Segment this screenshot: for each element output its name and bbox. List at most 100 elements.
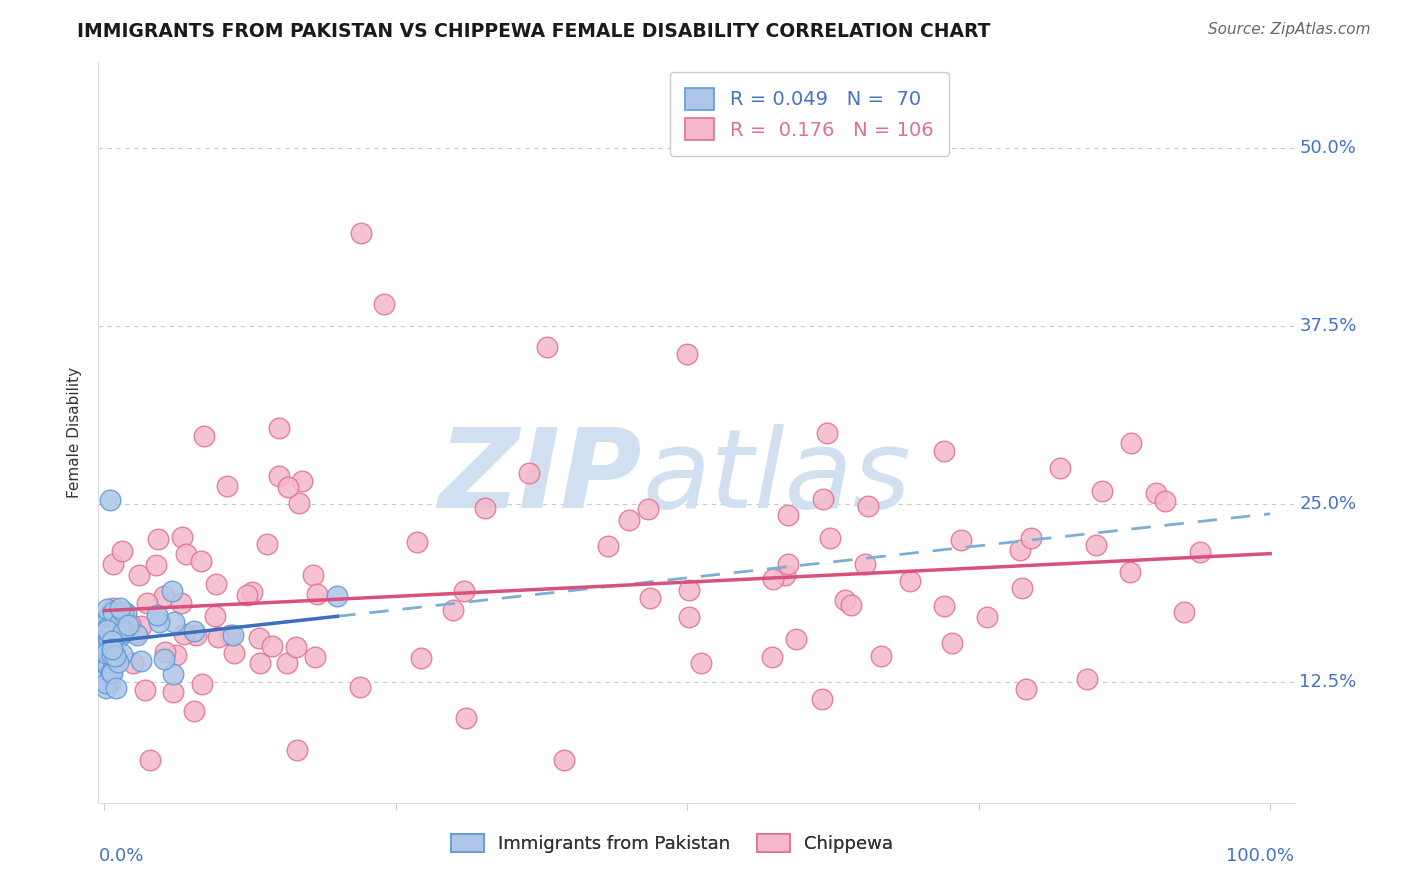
Point xyxy=(285,742,308,756)
Point xyxy=(941,636,963,650)
Point xyxy=(121,656,143,670)
Point xyxy=(128,567,150,582)
Point xyxy=(112,605,135,619)
Point xyxy=(811,492,834,507)
Point xyxy=(160,583,183,598)
Point xyxy=(117,617,139,632)
Point xyxy=(97,640,120,654)
Point xyxy=(97,654,120,668)
Point xyxy=(301,568,323,582)
Point xyxy=(146,532,169,546)
Point xyxy=(207,630,229,644)
Point xyxy=(898,574,921,589)
Point xyxy=(96,602,118,616)
Point xyxy=(1049,461,1071,475)
Point xyxy=(115,607,138,621)
Point xyxy=(110,601,132,615)
Point xyxy=(101,601,124,615)
Point xyxy=(101,627,124,641)
Point xyxy=(762,572,785,586)
Point xyxy=(775,568,797,582)
Point xyxy=(101,644,124,658)
Point xyxy=(107,655,129,669)
Point xyxy=(145,607,167,622)
Point xyxy=(174,547,197,561)
Point xyxy=(288,496,311,510)
Point xyxy=(118,616,141,631)
Point xyxy=(350,227,373,241)
Text: 37.5%: 37.5% xyxy=(1299,317,1357,334)
Point xyxy=(815,425,838,440)
Point xyxy=(183,624,205,639)
Point xyxy=(834,593,856,607)
Point xyxy=(785,632,807,647)
Point xyxy=(96,675,118,690)
Point xyxy=(441,603,464,617)
Point xyxy=(349,680,371,694)
Point xyxy=(97,658,120,673)
Point xyxy=(678,610,700,624)
Point xyxy=(456,711,478,725)
Text: 12.5%: 12.5% xyxy=(1299,673,1357,690)
Point xyxy=(1084,538,1107,552)
Point xyxy=(856,499,879,513)
Point xyxy=(841,598,863,612)
Point xyxy=(1119,565,1142,579)
Text: atlas: atlas xyxy=(643,424,911,531)
Point xyxy=(326,590,349,604)
Point xyxy=(97,655,120,669)
Point xyxy=(405,534,427,549)
Point xyxy=(453,583,475,598)
Point xyxy=(111,544,134,558)
Point xyxy=(638,591,661,605)
Point xyxy=(870,648,893,663)
Point xyxy=(97,624,120,639)
Point xyxy=(129,654,152,668)
Point xyxy=(152,590,174,604)
Point xyxy=(204,608,226,623)
Point xyxy=(145,558,167,573)
Point xyxy=(94,637,117,651)
Point xyxy=(277,480,299,494)
Point xyxy=(101,634,124,648)
Point xyxy=(976,610,998,624)
Point xyxy=(950,533,973,548)
Point xyxy=(820,531,842,545)
Point xyxy=(97,632,120,646)
Y-axis label: Female Disability: Female Disability xyxy=(67,367,83,499)
Point xyxy=(107,624,129,639)
Point xyxy=(474,501,496,516)
Point xyxy=(811,691,834,706)
Point xyxy=(97,648,120,662)
Point xyxy=(94,657,117,671)
Point xyxy=(218,627,240,641)
Point xyxy=(934,599,956,613)
Point xyxy=(129,619,152,633)
Point xyxy=(619,513,641,527)
Point xyxy=(124,626,146,640)
Point xyxy=(94,641,117,656)
Point xyxy=(97,608,120,623)
Point xyxy=(553,753,575,767)
Point xyxy=(101,648,124,663)
Point xyxy=(100,666,122,681)
Point xyxy=(96,624,118,638)
Point xyxy=(1091,484,1114,499)
Point xyxy=(1188,544,1211,558)
Point xyxy=(148,615,170,629)
Point xyxy=(1014,682,1036,697)
Point xyxy=(136,596,159,610)
Point xyxy=(517,467,540,481)
Point xyxy=(183,704,205,718)
Point xyxy=(193,429,215,443)
Point xyxy=(284,640,307,654)
Point xyxy=(101,558,124,572)
Point xyxy=(269,468,291,483)
Point xyxy=(256,537,278,551)
Point xyxy=(536,340,558,354)
Point xyxy=(162,667,184,681)
Point xyxy=(170,596,193,610)
Text: ZIP: ZIP xyxy=(439,424,643,531)
Point xyxy=(173,627,195,641)
Point xyxy=(1119,435,1142,450)
